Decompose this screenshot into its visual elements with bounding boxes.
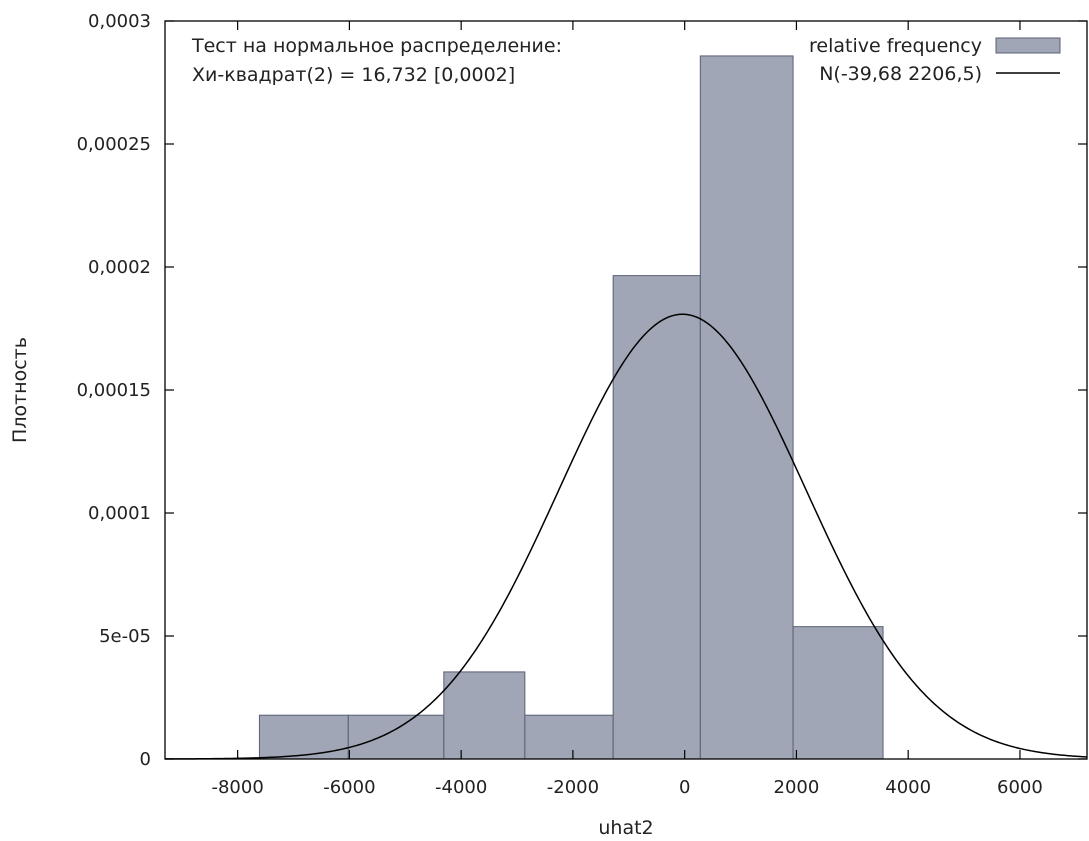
legend-label-normal: N(-39,68 2206,5) [819, 63, 982, 85]
x-tick-label: 2000 [774, 777, 820, 798]
y-tick-label: 0,0003 [88, 11, 151, 32]
histogram-bar-0 [258, 714, 349, 760]
x-axis-label: uhat2 [598, 817, 653, 839]
histogram-bar-5 [699, 55, 794, 760]
x-tick-label: -8000 [211, 777, 263, 798]
x-tick-label: -4000 [435, 777, 487, 798]
y-axis-label: Плотность [9, 337, 31, 443]
y-axis-ticks: 0 5e-05 0,0001 0,00015 0,0002 0,00025 0,0003 [77, 11, 1087, 770]
x-tick-label: 6000 [997, 777, 1043, 798]
y-tick-label: 0,0002 [88, 257, 151, 278]
x-axis-ticks: -8000 -6000 -4000 -2000 0 2000 4000 6000 [211, 21, 1043, 798]
histogram-bar-2 [443, 671, 526, 760]
legend-label-relative-frequency: relative frequency [809, 35, 982, 57]
test-statistic: Хи-квадрат(2) = 16,732 [0,0002] [192, 64, 515, 86]
test-title: Тест на нормальное распределение: [191, 35, 562, 57]
y-tick-label: 0 [140, 749, 151, 770]
histogram-bar-1 [347, 714, 445, 760]
legend: relative frequency N(-39,68 2206,5) [809, 35, 1061, 85]
y-tick-label: 0,00025 [77, 134, 151, 155]
normal-density-curve [165, 313, 1088, 760]
histogram-bar-4 [612, 275, 701, 760]
x-tick-label: -2000 [547, 777, 599, 798]
y-tick-label: 0,00015 [77, 380, 151, 401]
legend-swatch-bar [995, 37, 1061, 54]
y-tick-label: 0,0001 [88, 503, 151, 524]
x-tick-label: 0 [679, 777, 690, 798]
histogram-bar-6 [792, 626, 884, 760]
bars-group [258, 55, 884, 760]
y-tick-label: 5e-05 [99, 626, 151, 647]
x-tick-label: -6000 [323, 777, 375, 798]
x-tick-label: 4000 [885, 777, 931, 798]
histogram-bar-3 [524, 714, 614, 760]
